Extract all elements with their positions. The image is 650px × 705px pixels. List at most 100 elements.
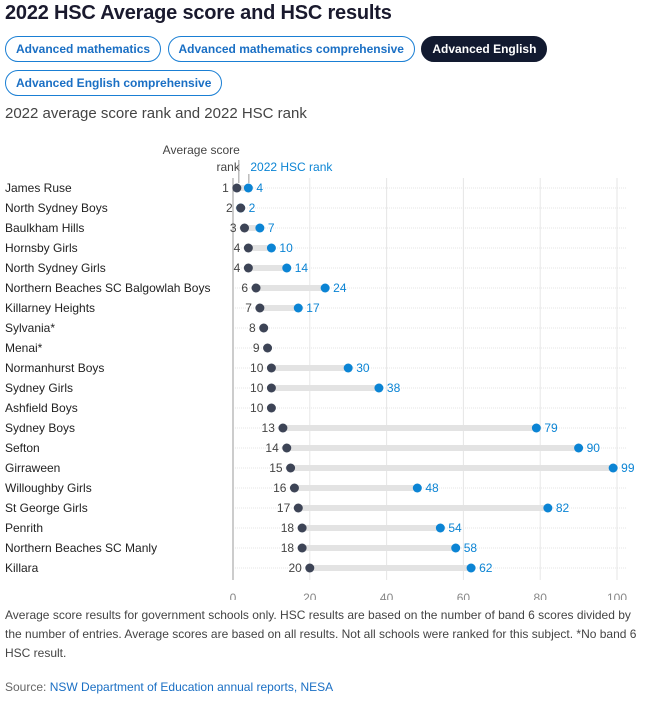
tab-advanced-english-comprehensive[interactable]: Advanced English comprehensive [5, 70, 223, 96]
avg-rank-label: 9 [253, 341, 260, 355]
avg-rank-dot [266, 383, 276, 393]
school-label: James Ruse [5, 181, 72, 195]
school-label: St George Girls [5, 501, 88, 515]
x-tick-label: 100 [607, 591, 627, 600]
hsc-rank-label: 90 [587, 441, 601, 455]
hsc-rank-dot [466, 563, 476, 573]
avg-rank-label: 10 [250, 361, 264, 375]
school-label: Killara [5, 561, 39, 575]
avg-rank-label: 10 [250, 401, 264, 415]
x-tick-label: 20 [303, 591, 317, 600]
school-label: Penrith [5, 521, 43, 535]
hsc-rank-label: 14 [295, 261, 309, 275]
hsc-rank-dot [574, 443, 584, 453]
school-label: Baulkham Hills [5, 221, 84, 235]
avg-rank-dot [289, 483, 299, 493]
hsc-rank-dot [531, 423, 541, 433]
avg-rank-label: 10 [250, 381, 264, 395]
legend-avg-line2: rank [216, 160, 240, 174]
avg-rank-dot [293, 503, 303, 513]
avg-rank-dot [263, 343, 273, 353]
dumbbell-chart: 0 20 40 60 80 100 James Ruse 4 1 North Sydney Boy… [5, 143, 635, 600]
tab-advanced-mathematics-comprehensive[interactable]: Advanced mathematics comprehensive [167, 36, 415, 62]
avg-rank-label: 3 [230, 221, 237, 235]
avg-rank-label: 8 [249, 321, 256, 335]
avg-rank-dot [243, 263, 253, 273]
hsc-rank-dot [543, 503, 553, 513]
avg-rank-label: 2 [226, 201, 233, 215]
hsc-rank-dot [266, 243, 276, 253]
avg-rank-dot [240, 223, 250, 233]
avg-rank-dot [266, 363, 276, 373]
hsc-rank-dot [243, 183, 253, 193]
legend-avg-line1: Average score [163, 143, 240, 157]
hsc-rank-label: 17 [306, 301, 320, 315]
school-label: North Sydney Girls [5, 261, 106, 275]
avg-rank-label: 16 [273, 481, 287, 495]
hsc-rank-dot [374, 383, 384, 393]
avg-rank-dot [236, 203, 246, 213]
avg-rank-label: 13 [262, 421, 276, 435]
school-label: Sydney Boys [5, 421, 75, 435]
school-label: Ashfield Boys [5, 401, 78, 415]
school-label: Sydney Girls [5, 381, 73, 395]
hsc-rank-dot [343, 363, 353, 373]
hsc-rank-dot [320, 283, 330, 293]
hsc-rank-label: 4 [256, 181, 263, 195]
avg-rank-dot [266, 403, 276, 413]
hsc-rank-dot [293, 303, 303, 313]
school-label: Northern Beaches SC Manly [5, 541, 157, 555]
chart-title: 2022 HSC Average score and HSC results [5, 2, 392, 24]
school-label: Menai* [5, 341, 43, 355]
legend-hsc-label: 2022 HSC rank [250, 160, 333, 174]
avg-rank-label: 4 [234, 241, 241, 255]
avg-rank-label: 20 [288, 561, 302, 575]
school-label: Sefton [5, 441, 40, 455]
hsc-rank-dot [608, 463, 618, 473]
avg-rank-dot [282, 443, 292, 453]
x-tick-label: 0 [230, 591, 237, 600]
avg-rank-label: 7 [245, 301, 252, 315]
tab-advanced-english[interactable]: Advanced English [421, 36, 548, 62]
avg-rank-dot [297, 523, 307, 533]
avg-rank-label: 18 [281, 521, 295, 535]
hsc-rank-label: 2 [249, 201, 256, 215]
hsc-rank-dot [435, 523, 445, 533]
chart-subtitle: 2022 average score rank and 2022 HSC ran… [5, 105, 307, 122]
avg-rank-label: 4 [234, 261, 241, 275]
tab-advanced-mathematics[interactable]: Advanced mathematics [5, 36, 162, 62]
school-label: Normanhurst Boys [5, 361, 104, 375]
subject-tabs: Advanced mathematics Advanced mathematic… [5, 36, 605, 104]
hsc-rank-label: 48 [425, 481, 439, 495]
school-label: Willoughby Girls [5, 481, 92, 495]
hsc-rank-label: 24 [333, 281, 347, 295]
hsc-rank-label: 99 [621, 461, 635, 475]
avg-rank-label: 17 [277, 501, 291, 515]
school-label: Northern Beaches SC Balgowlah Boys [5, 281, 210, 295]
avg-rank-dot [232, 183, 242, 193]
hsc-rank-label: 62 [479, 561, 493, 575]
school-label: North Sydney Boys [5, 201, 108, 215]
avg-rank-dot [305, 563, 315, 573]
x-tick-label: 80 [534, 591, 548, 600]
hsc-rank-label: 82 [556, 501, 570, 515]
avg-rank-dot [251, 283, 261, 293]
source-link[interactable]: NSW Department of Education annual repor… [49, 680, 334, 694]
hsc-rank-label: 7 [268, 221, 275, 235]
hsc-rank-label: 54 [448, 521, 462, 535]
hsc-rank-label: 79 [544, 421, 558, 435]
avg-rank-label: 1 [222, 181, 229, 195]
avg-rank-dot [255, 303, 265, 313]
hsc-rank-label: 38 [387, 381, 401, 395]
avg-rank-dot [243, 243, 253, 253]
hsc-rank-label: 10 [279, 241, 293, 255]
hsc-rank-dot [255, 223, 265, 233]
school-label: Killarney Heights [5, 301, 95, 315]
chart-note: Average score results for government sch… [5, 608, 637, 660]
avg-rank-dot [286, 463, 296, 473]
avg-rank-dot [259, 323, 269, 333]
hsc-rank-dot [282, 263, 292, 273]
source-prefix: Source: [5, 680, 50, 694]
hsc-rank-label: 58 [464, 541, 478, 555]
hsc-rank-label: 30 [356, 361, 370, 375]
